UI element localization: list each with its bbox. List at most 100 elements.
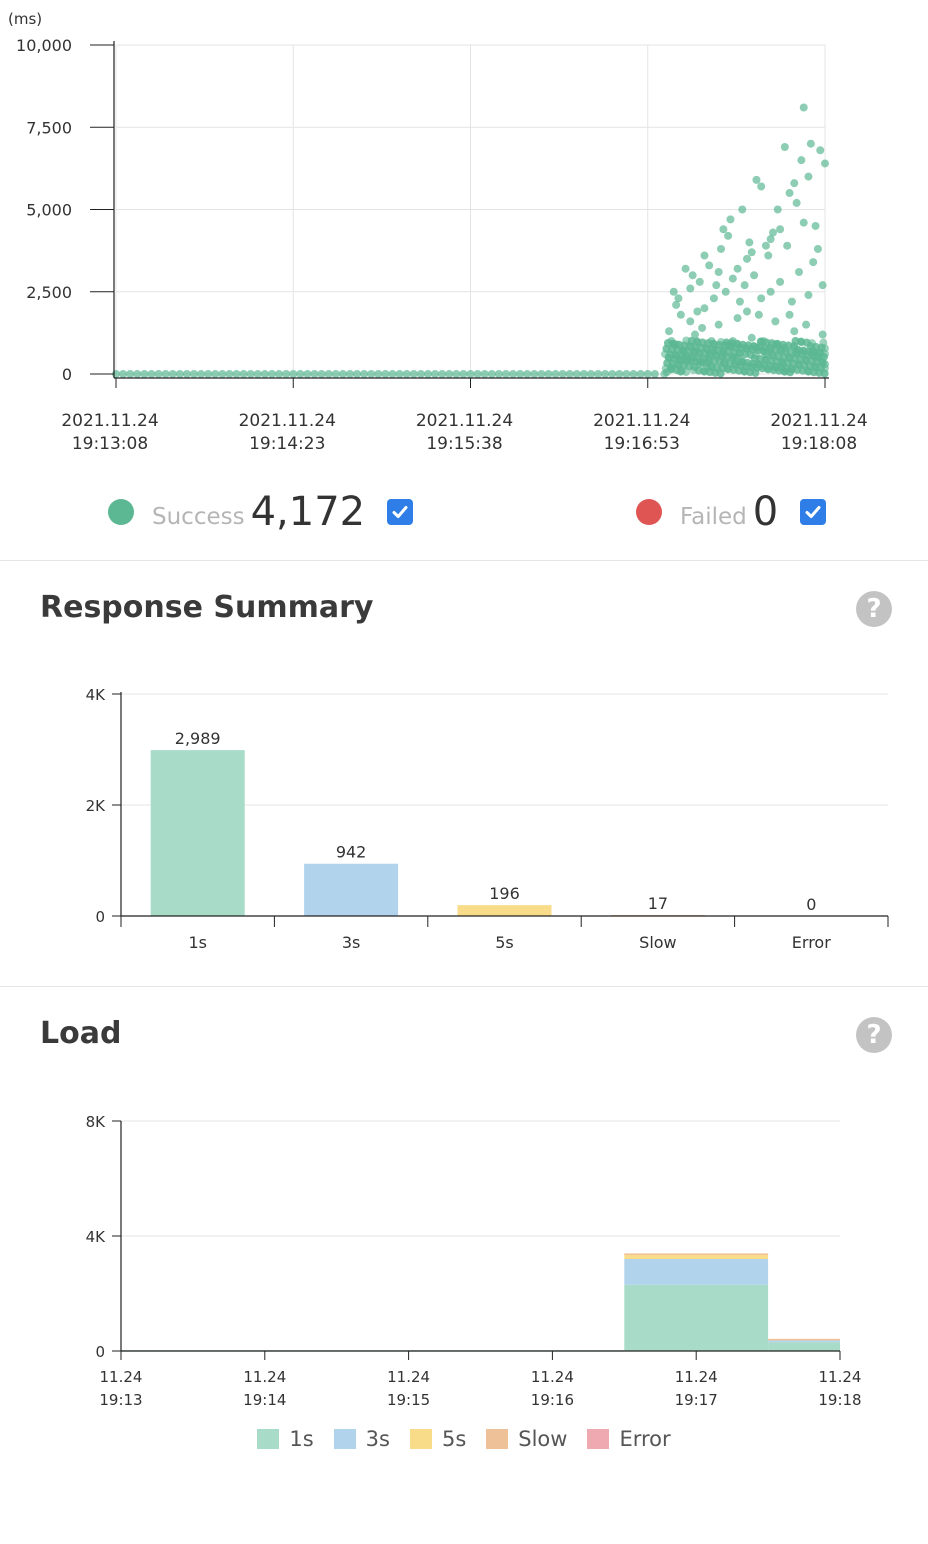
success-count: 4,172 — [250, 489, 366, 535]
load-area-3s — [768, 1339, 840, 1343]
failed-checkbox[interactable] — [800, 499, 827, 525]
legend-label: 5s — [441, 1427, 467, 1451]
success-point — [579, 370, 588, 378]
success-point — [572, 370, 581, 378]
success-point — [733, 314, 742, 323]
success-point — [140, 370, 149, 378]
success-point — [643, 370, 652, 378]
success-point — [776, 225, 785, 234]
response-summary-help-icon[interactable]: ? — [856, 591, 892, 627]
success-point — [338, 370, 347, 378]
load-x-tick-date: 11.24 — [531, 1368, 574, 1386]
scatter-y-tick-label: 0 — [62, 365, 72, 384]
success-point — [601, 370, 610, 378]
success-point — [267, 370, 276, 378]
success-point — [747, 333, 756, 342]
load-area-chart: 0 4K 8K 11.24 19:13 11.24 19:14 11.24 19:15 11.24… — [86, 1113, 862, 1409]
success-dot-icon — [108, 499, 134, 525]
success-point — [763, 350, 772, 359]
success-point — [239, 370, 248, 378]
success-point — [771, 317, 780, 326]
success-point — [218, 370, 227, 378]
success-point — [806, 139, 815, 148]
bar-category-label: Error — [792, 933, 831, 952]
legend-swatch — [333, 1429, 356, 1449]
load-area-5s — [624, 1253, 769, 1259]
load-help-icon[interactable]: ? — [856, 1017, 892, 1053]
success-point — [700, 304, 709, 313]
success-point — [750, 354, 759, 363]
bar-value-label: 0 — [806, 895, 816, 914]
response-time-scatter-chart: (ms) 0 2,500 5,000 7,500 10,000 2021.11.24 19:1… — [8, 10, 868, 454]
load-legend-5s[interactable]: 5s — [409, 1427, 467, 1451]
success-point — [806, 342, 815, 351]
load-y-tick-label: 8K — [86, 1113, 107, 1131]
success-point — [792, 198, 801, 207]
success-point — [317, 370, 326, 378]
success-point — [689, 365, 698, 374]
success-point — [672, 300, 681, 309]
load-title: Load — [40, 1016, 122, 1051]
success-point — [459, 370, 468, 378]
success-point — [431, 370, 440, 378]
success-point — [310, 370, 319, 378]
load-x-tick-time: 19:14 — [243, 1391, 286, 1409]
scatter-y-tick-label: 10,000 — [16, 36, 72, 55]
success-point — [707, 362, 716, 371]
bar-category-label: 5s — [495, 933, 514, 952]
load-area-1s — [624, 1284, 769, 1351]
success-point — [691, 330, 700, 339]
success-point — [754, 310, 763, 319]
legend-swatch — [587, 1429, 610, 1449]
success-point — [473, 370, 482, 378]
success-legend: Success 4,172 — [108, 482, 414, 542]
success-point — [182, 370, 191, 378]
bar-5s — [457, 905, 552, 916]
success-point — [790, 327, 799, 336]
load-legend-error[interactable]: Error — [587, 1427, 671, 1451]
success-point — [756, 337, 765, 346]
bar-category-label: 1s — [188, 933, 207, 952]
success-point — [733, 264, 742, 273]
load-legend-slow[interactable]: Slow — [486, 1427, 567, 1451]
success-point — [615, 370, 624, 378]
bar-y-tick-label: 4K — [86, 686, 107, 704]
load-x-tick-date: 11.24 — [387, 1368, 430, 1386]
bar-1s — [150, 750, 245, 916]
success-point — [818, 281, 827, 290]
load-legend-3s[interactable]: 3s — [333, 1427, 390, 1451]
success-point — [676, 367, 685, 376]
response-summary-title: Response Summary — [40, 590, 374, 625]
scatter-x-tick-time: 19:14:23 — [249, 434, 325, 454]
success-point — [752, 175, 761, 184]
legend-label: 3s — [365, 1427, 390, 1451]
failed-dot-icon — [636, 499, 662, 525]
success-point — [757, 294, 766, 303]
success-point — [764, 251, 773, 260]
success-point — [761, 241, 770, 250]
checkmark-icon — [392, 506, 408, 518]
success-point — [819, 338, 828, 347]
success-point — [629, 370, 638, 378]
success-point — [204, 370, 213, 378]
success-point — [783, 241, 792, 250]
load-legend-1s[interactable]: 1s — [257, 1427, 314, 1451]
checkmark-icon — [805, 506, 821, 518]
section-divider — [0, 986, 928, 987]
load-x-tick-time: 19:17 — [675, 1391, 718, 1409]
success-point — [523, 370, 532, 378]
scatter-x-tick-date: 2021.11.24 — [416, 411, 513, 431]
success-point — [809, 258, 818, 267]
success-checkbox[interactable] — [387, 499, 414, 525]
success-point — [253, 370, 262, 378]
success-point — [438, 370, 447, 378]
success-point — [303, 370, 312, 378]
success-point — [724, 231, 733, 240]
scatter-y-tick-label: 7,500 — [26, 118, 72, 137]
success-point — [747, 248, 756, 257]
legend-swatch — [486, 1429, 509, 1449]
success-point — [175, 370, 184, 378]
success-point — [331, 370, 340, 378]
success-point — [374, 370, 383, 378]
success-point — [686, 284, 695, 293]
